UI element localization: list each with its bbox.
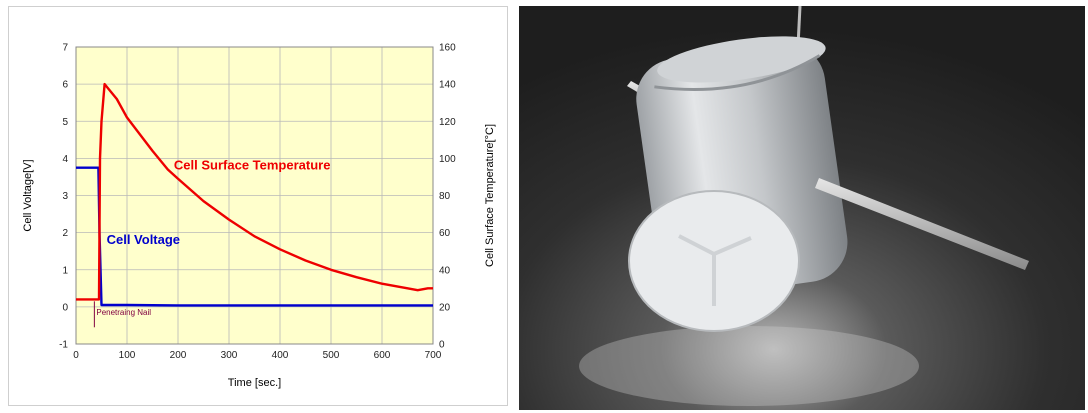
y-right-tick-label: 140 [439,80,456,91]
x-tick-label: 200 [170,350,187,361]
chart-panel: 0 100 200 300 400 500 600 700 -1 0 1 2 3 4 5 6 7 0 20 40 60 8… [8,6,508,406]
floor-reflection [579,326,919,406]
series-label-cell-surface-temperature: Cell Surface Temperature [174,158,331,173]
x-tick-label: 600 [374,350,391,361]
y-left-tick-label: 2 [62,228,68,239]
y-right-tick-label: 40 [439,265,451,276]
y-axis-left-title: Cell Voltage[V] [22,159,34,231]
dual-axis-line-chart: 0 100 200 300 400 500 600 700 -1 0 1 2 3 4 5 6 7 0 20 40 60 8… [22,43,496,390]
x-tick-label: 100 [119,350,136,361]
x-tick-label: 500 [323,350,340,361]
series-label-cell-voltage: Cell Voltage [107,232,180,247]
y-left-tick-label: 6 [62,80,68,91]
y-left-tick-label: -1 [59,340,68,351]
x-tick-label: 400 [272,350,289,361]
y-right-tick-label: 80 [439,191,451,202]
y-left-tick-label: 1 [62,265,68,276]
y-left-tick-label: 5 [62,117,68,128]
x-tick-label: 0 [73,350,79,361]
y-right-tick-label: 160 [439,43,456,54]
y-right-tick-label: 20 [439,302,451,313]
plot-frame [75,46,434,345]
y-left-tick-label: 3 [62,191,68,202]
y-right-tick-label: 100 [439,154,456,165]
y-right-tick-label: 120 [439,117,456,128]
annotations: Penetraing Nail [93,301,151,328]
y-right-tick-label: 0 [439,340,445,351]
y-left-tick-label: 4 [62,154,68,165]
vent-score-icon [678,234,752,306]
x-tick-label: 300 [221,350,238,361]
can-top [657,36,826,83]
y-left-tick-label: 0 [62,302,68,313]
x-axis-title: Time [sec.] [228,377,281,389]
x-tick-label: 700 [425,350,442,361]
annotation-penetrating-nail: Penetraing Nail [96,308,151,317]
battery-photo [519,6,1085,410]
can-crimp [654,54,821,91]
nail-exit-icon [815,178,1029,270]
y-left-tick-label: 7 [62,43,68,54]
series [76,82,433,307]
series-line-cell-surface-temperature [76,82,433,301]
axes [75,46,434,345]
y-right-tick-label: 60 [439,228,451,239]
tick-labels: 0 100 200 300 400 500 600 700 -1 0 1 2 3 4 5 6 7 0 20 40 60 8… [59,43,456,362]
nail-penetrated-cell-image [519,6,1085,410]
y-axis-right-title: Cell Surface Temperature[°C] [484,124,496,267]
